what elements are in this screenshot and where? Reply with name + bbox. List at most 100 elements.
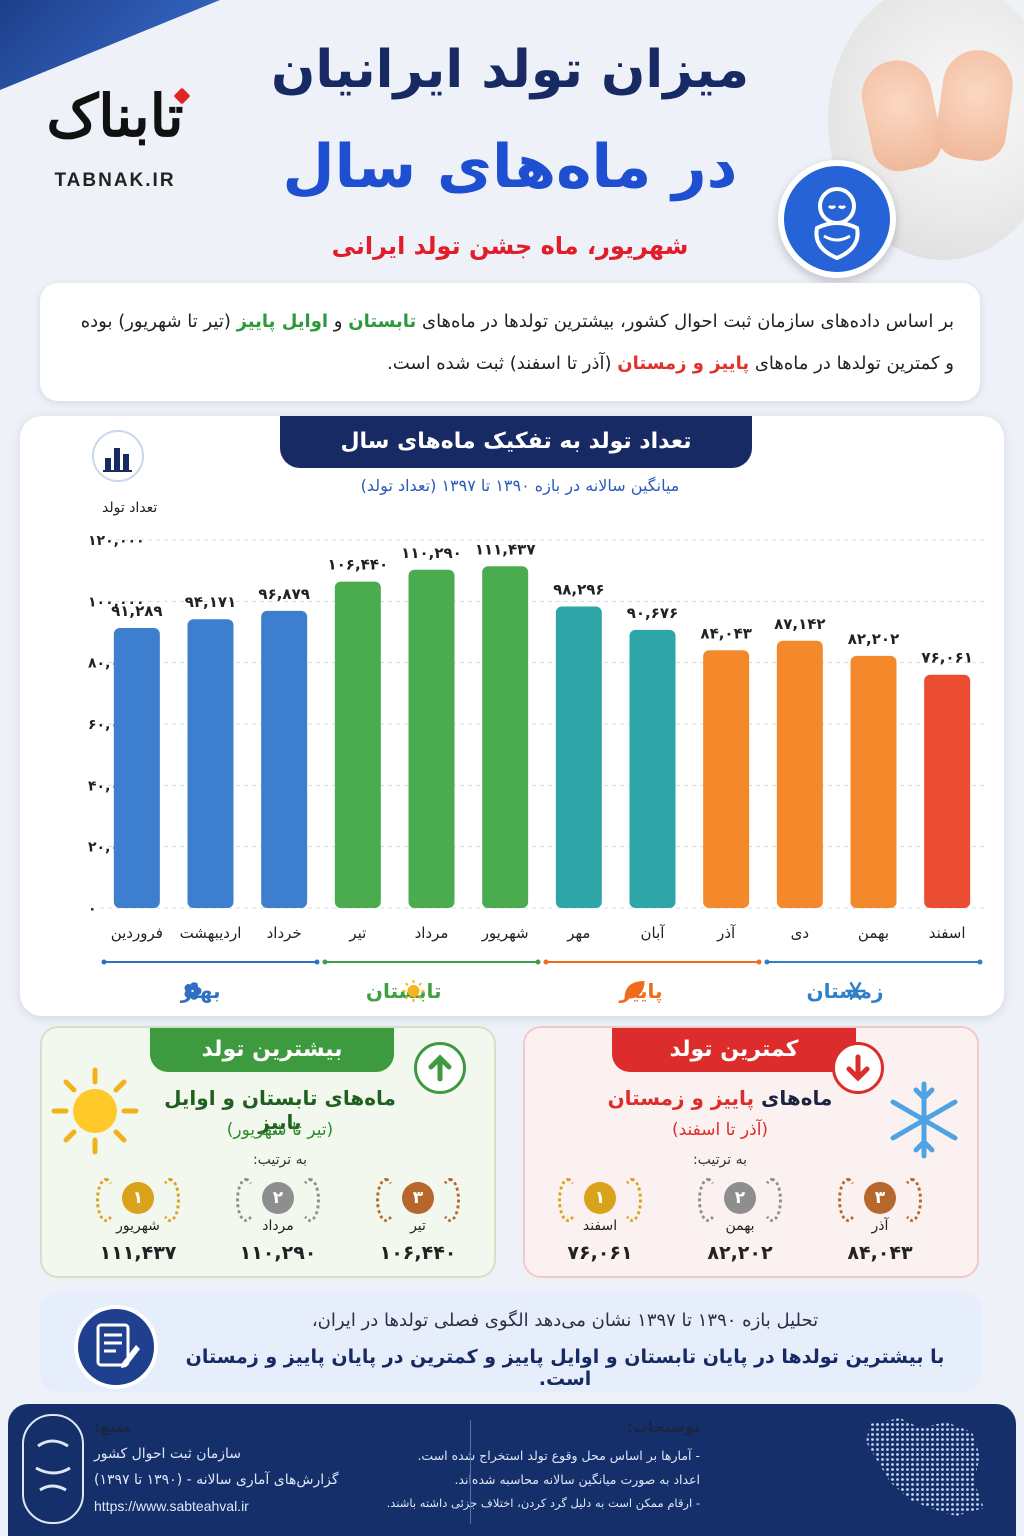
lowest-order-label: به ترتیب: [692, 1152, 748, 1168]
bar-value-label: ۹۰,۶۷۶ [627, 604, 678, 622]
x-tick-label: تیر [348, 924, 366, 942]
rank-item: ۳ آذر ۸۴,۰۴۳ [820, 1178, 940, 1272]
rank-value: ۱۰۶,۴۴۰ [379, 1242, 457, 1264]
bar-value-label: ۸۷,۱۴۲ [774, 615, 825, 633]
season-divider-dot [322, 959, 328, 965]
baby-foot-left [855, 53, 947, 177]
bar-chart-icon [92, 430, 144, 482]
rank-medal: ۱ [122, 1182, 154, 1214]
rank-item: ۲ مرداد ۱۱۰,۲۹۰ [218, 1178, 338, 1272]
rank-value: ۱۱۱,۴۳۷ [99, 1242, 177, 1264]
sun-icon-ray [418, 982, 422, 987]
intro-text: و کمترین تولدها در ماه‌های [749, 353, 954, 374]
source-url: https://www.sabteahval.ir [94, 1498, 249, 1514]
rank-item: ۳ تیر ۱۰۶,۴۴۰ [358, 1178, 478, 1272]
wreath-icon [838, 1178, 858, 1222]
intro-text: بر اساس داده‌های سازمان ثبت احوال کشور، … [416, 311, 954, 332]
season-divider-dot [314, 959, 320, 965]
lowest-births-tab: کمترین تولد [612, 1028, 856, 1072]
wreath-icon [622, 1178, 642, 1222]
bar-value-label: ۹۴,۱۷۱ [185, 593, 236, 611]
x-tick-label: اسفند [929, 924, 966, 942]
x-tick-label: بهمن [858, 924, 889, 942]
bar [703, 650, 750, 908]
tabnak-logo: تابناک [46, 82, 184, 150]
season-divider-dot [977, 959, 983, 965]
chart-subtitle: میانگین سالانه در بازه ۱۳۹۰ تا ۱۳۹۷ (تعد… [360, 476, 680, 495]
bar-value-label: ۹۸,۲۹۶ [553, 581, 604, 599]
footer-divider [470, 1420, 471, 1524]
sun-icon-ray [418, 995, 422, 1000]
note-line: - ارقام ممکن است به دلیل گرد کردن، اختلا… [386, 1496, 700, 1510]
lowest-heading-text: ماه‌های [754, 1086, 833, 1110]
wreath-icon [300, 1178, 320, 1222]
bar-value-label: ۱۱۱,۴۳۷ [475, 540, 536, 558]
x-tick-label: مهر [566, 924, 590, 942]
flower-icon [184, 989, 193, 998]
tabnak-url: TABNAK.IR [54, 170, 176, 191]
season-divider-dot [543, 959, 549, 965]
highest-births-tab: بیشترین تولد [150, 1028, 394, 1072]
rank-month: بهمن [725, 1218, 755, 1234]
bar [555, 606, 602, 908]
sabt-ahval-seal-icon [22, 1414, 84, 1524]
wreath-icon [698, 1178, 718, 1222]
season-divider-dot [756, 959, 762, 965]
intro-text: (آذر تا اسفند) ثبت شده است. [387, 353, 618, 374]
rank-month: اسفند [582, 1218, 618, 1234]
chart-title: تعداد تولد به تفکیک ماه‌های سال [280, 416, 752, 468]
rank-medal: ۲ [262, 1182, 294, 1214]
iran-map-icon [860, 1412, 990, 1524]
wreath-icon [236, 1178, 256, 1222]
rank-value: ۷۶,۰۶۱ [567, 1242, 633, 1264]
leaf-icon [624, 981, 645, 999]
sun-icon [407, 985, 420, 997]
x-tick-label: شهریور [481, 924, 529, 942]
birth-bar-chart: تعداد تولد۰۲۰,۰۰۰۴۰,۰۰۰۶۰,۰۰۰۸۰,۰۰۰۱۰۰,۰… [88, 500, 984, 1004]
rank-month: آذر [871, 1218, 889, 1234]
wreath-icon [558, 1178, 578, 1222]
intro-line2: و کمترین تولدها در ماه‌های پاییز و زمستا… [66, 343, 954, 385]
x-tick-label: آذر [716, 924, 736, 942]
source-line: سازمان ثبت احوال کشور [94, 1446, 242, 1462]
page-title-line2: در ماه‌های سال [282, 132, 738, 202]
rank-value: ۸۴,۰۴۳ [847, 1242, 913, 1264]
x-tick-label: اردیبهشت [180, 924, 242, 942]
season-divider-dot [101, 959, 107, 965]
wreath-icon [376, 1178, 396, 1222]
source-line: گزارش‌های آماری سالانه - (۱۳۹۰ تا ۱۳۹۷) [94, 1472, 339, 1488]
note-line: - آمارها بر اساس محل وقوع تولد استخراج ش… [417, 1448, 700, 1463]
bar-value-label: ۸۲,۲۰۲ [848, 630, 899, 648]
header: تابناک TABNAK.IR میزان تولد ایرانیان در … [0, 0, 1024, 278]
intro-text: و [328, 311, 349, 332]
bar [113, 628, 160, 908]
bar-value-label: ۱۰۶,۴۴۰ [328, 556, 389, 574]
sun-icon-ray [405, 982, 409, 987]
baby-foot-right [932, 45, 1018, 165]
sun-icon [50, 1066, 140, 1156]
wreath-icon [160, 1178, 180, 1222]
season-divider-dot [764, 959, 770, 965]
bar [850, 655, 897, 908]
arrow-down-icon [832, 1042, 884, 1094]
rank-item: ۲ بهمن ۸۲,۲۰۲ [680, 1178, 800, 1272]
intro-highlight-summer: تابستان [348, 311, 417, 332]
baby-icon [778, 160, 896, 278]
bar-value-label: ۸۴,۰۴۳ [700, 624, 751, 642]
intro-highlight-early-autumn: اوایل پاییز [236, 311, 329, 332]
wreath-icon [440, 1178, 460, 1222]
document-pen-icon [74, 1305, 158, 1389]
intro-highlight-autumn-winter: پاییز و زمستان [617, 353, 750, 374]
highest-order-label: به ترتیب: [252, 1152, 308, 1168]
highest-heading: ماه‌های تابستان و اوایل پاییز [164, 1086, 396, 1134]
rank-medal: ۲ [724, 1182, 756, 1214]
bar [408, 569, 455, 908]
x-tick-label: دی [791, 924, 809, 942]
page-title-line1: میزان تولد ایرانیان [270, 40, 750, 100]
y-axis-label: تعداد تولد [102, 500, 157, 516]
bar [334, 581, 381, 908]
arrow-up-icon [414, 1042, 466, 1094]
y-tick-label: ۱۰۰,۰۰۰ [88, 594, 145, 610]
conclusion-card [40, 1292, 982, 1392]
rank-value: ۸۲,۲۰۲ [707, 1242, 773, 1264]
